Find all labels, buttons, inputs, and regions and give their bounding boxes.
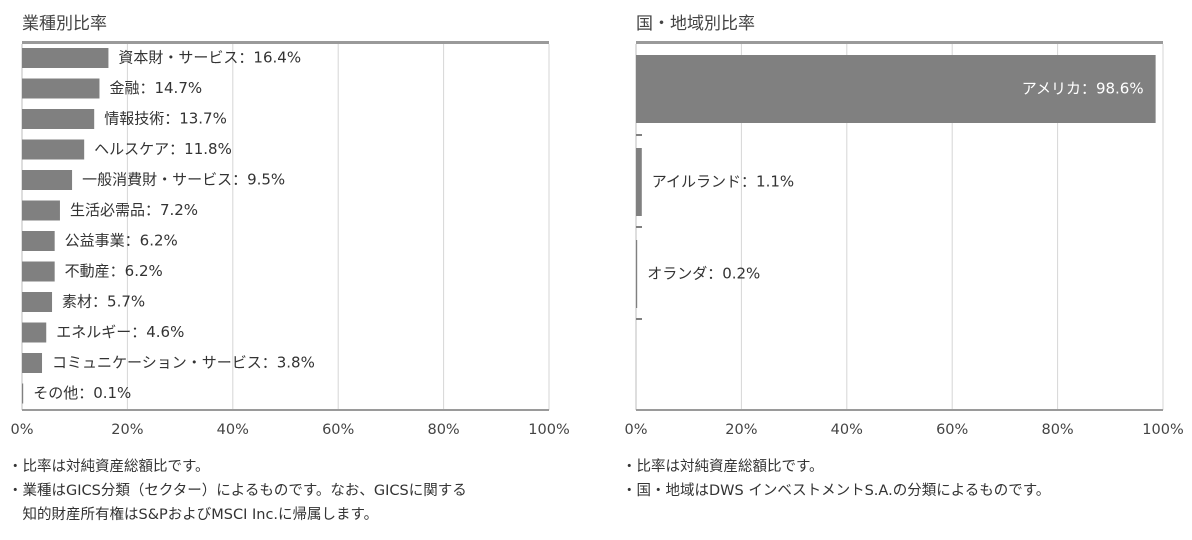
sector-note-2: ・業種はGICS分類（セクター）によるものです。なお、GICSに関する: [8, 483, 467, 499]
country-chart-top-rule: [636, 41, 1163, 44]
sector-note-1: ・比率は対純資産総額比です。: [8, 459, 210, 475]
sector-bar: [22, 292, 53, 312]
country-bar: [636, 55, 1156, 123]
sector-tick-label-20: 20%: [111, 422, 143, 438]
sector-chart-title: 業種別比率: [22, 14, 107, 34]
sector-bar: [22, 48, 109, 68]
sector-bar: [22, 322, 47, 343]
country-bar: [636, 240, 638, 308]
country-tick-label-100: 100%: [1142, 422, 1183, 438]
country-note-1: ・比率は対純資産総額比です。: [622, 459, 824, 475]
sector-data-label: 生活必需品：7.2%: [70, 201, 198, 219]
country-data-label: アイルランド：1.1%: [652, 173, 794, 191]
sector-bar: [22, 109, 95, 129]
sector-tick-label-40: 40%: [217, 422, 249, 438]
sector-bar: [22, 231, 55, 251]
country-tick-label-0: 0%: [624, 422, 647, 438]
country-tick-label-80: 80%: [1041, 422, 1073, 438]
sector-bar: [22, 261, 55, 282]
sector-data-label: 金融：14.7%: [109, 79, 202, 97]
sector-data-label: 資本財・サービス：16.4%: [118, 49, 301, 67]
sector-tick-label-100: 100%: [528, 422, 569, 438]
sector-data-label: コミュニケーション・サービス：3.8%: [52, 354, 315, 372]
sector-data-label: 素材：5.7%: [62, 293, 145, 311]
sector-data-label: エネルギー：4.6%: [56, 323, 184, 341]
sector-bar: [22, 139, 85, 160]
sector-tick-label-60: 60%: [322, 422, 354, 438]
country-data-label: アメリカ：98.6%: [1022, 80, 1144, 98]
country-tick-label-20: 20%: [725, 422, 757, 438]
sector-tick-label-80: 80%: [427, 422, 459, 438]
sector-data-label: 一般消費財・サービス：9.5%: [82, 171, 285, 189]
sector-data-label: 公益事業：6.2%: [65, 232, 178, 250]
sector-data-label: 不動産：6.2%: [65, 262, 163, 280]
country-chart-title: 国・地域別比率: [636, 14, 755, 34]
sector-tick-label-0: 0%: [10, 422, 33, 438]
sector-bar: [22, 353, 43, 373]
sector-bar: [22, 383, 24, 404]
country-bar: [636, 148, 642, 216]
sector-data-label: 情報技術：13.7%: [104, 110, 227, 128]
sector-bar: [22, 170, 73, 190]
sector-data-label: ヘルスケア：11.8%: [94, 140, 232, 158]
country-data-label: オランダ：0.2%: [647, 265, 760, 283]
sector-bar: [22, 78, 100, 99]
sector-bar: [22, 200, 60, 221]
country-note-2: ・国・地域はDWS インベストメントS.A.の分類によるものです。: [622, 483, 1051, 499]
sector-data-label: その他：0.1%: [33, 384, 131, 402]
sector-chart-top-rule: [22, 41, 549, 44]
country-tick-label-60: 60%: [936, 422, 968, 438]
country-tick-label-40: 40%: [831, 422, 863, 438]
sector-note-3: 知的財産所有権はS&PおよびMSCI Inc.に帰属します。: [8, 507, 379, 523]
